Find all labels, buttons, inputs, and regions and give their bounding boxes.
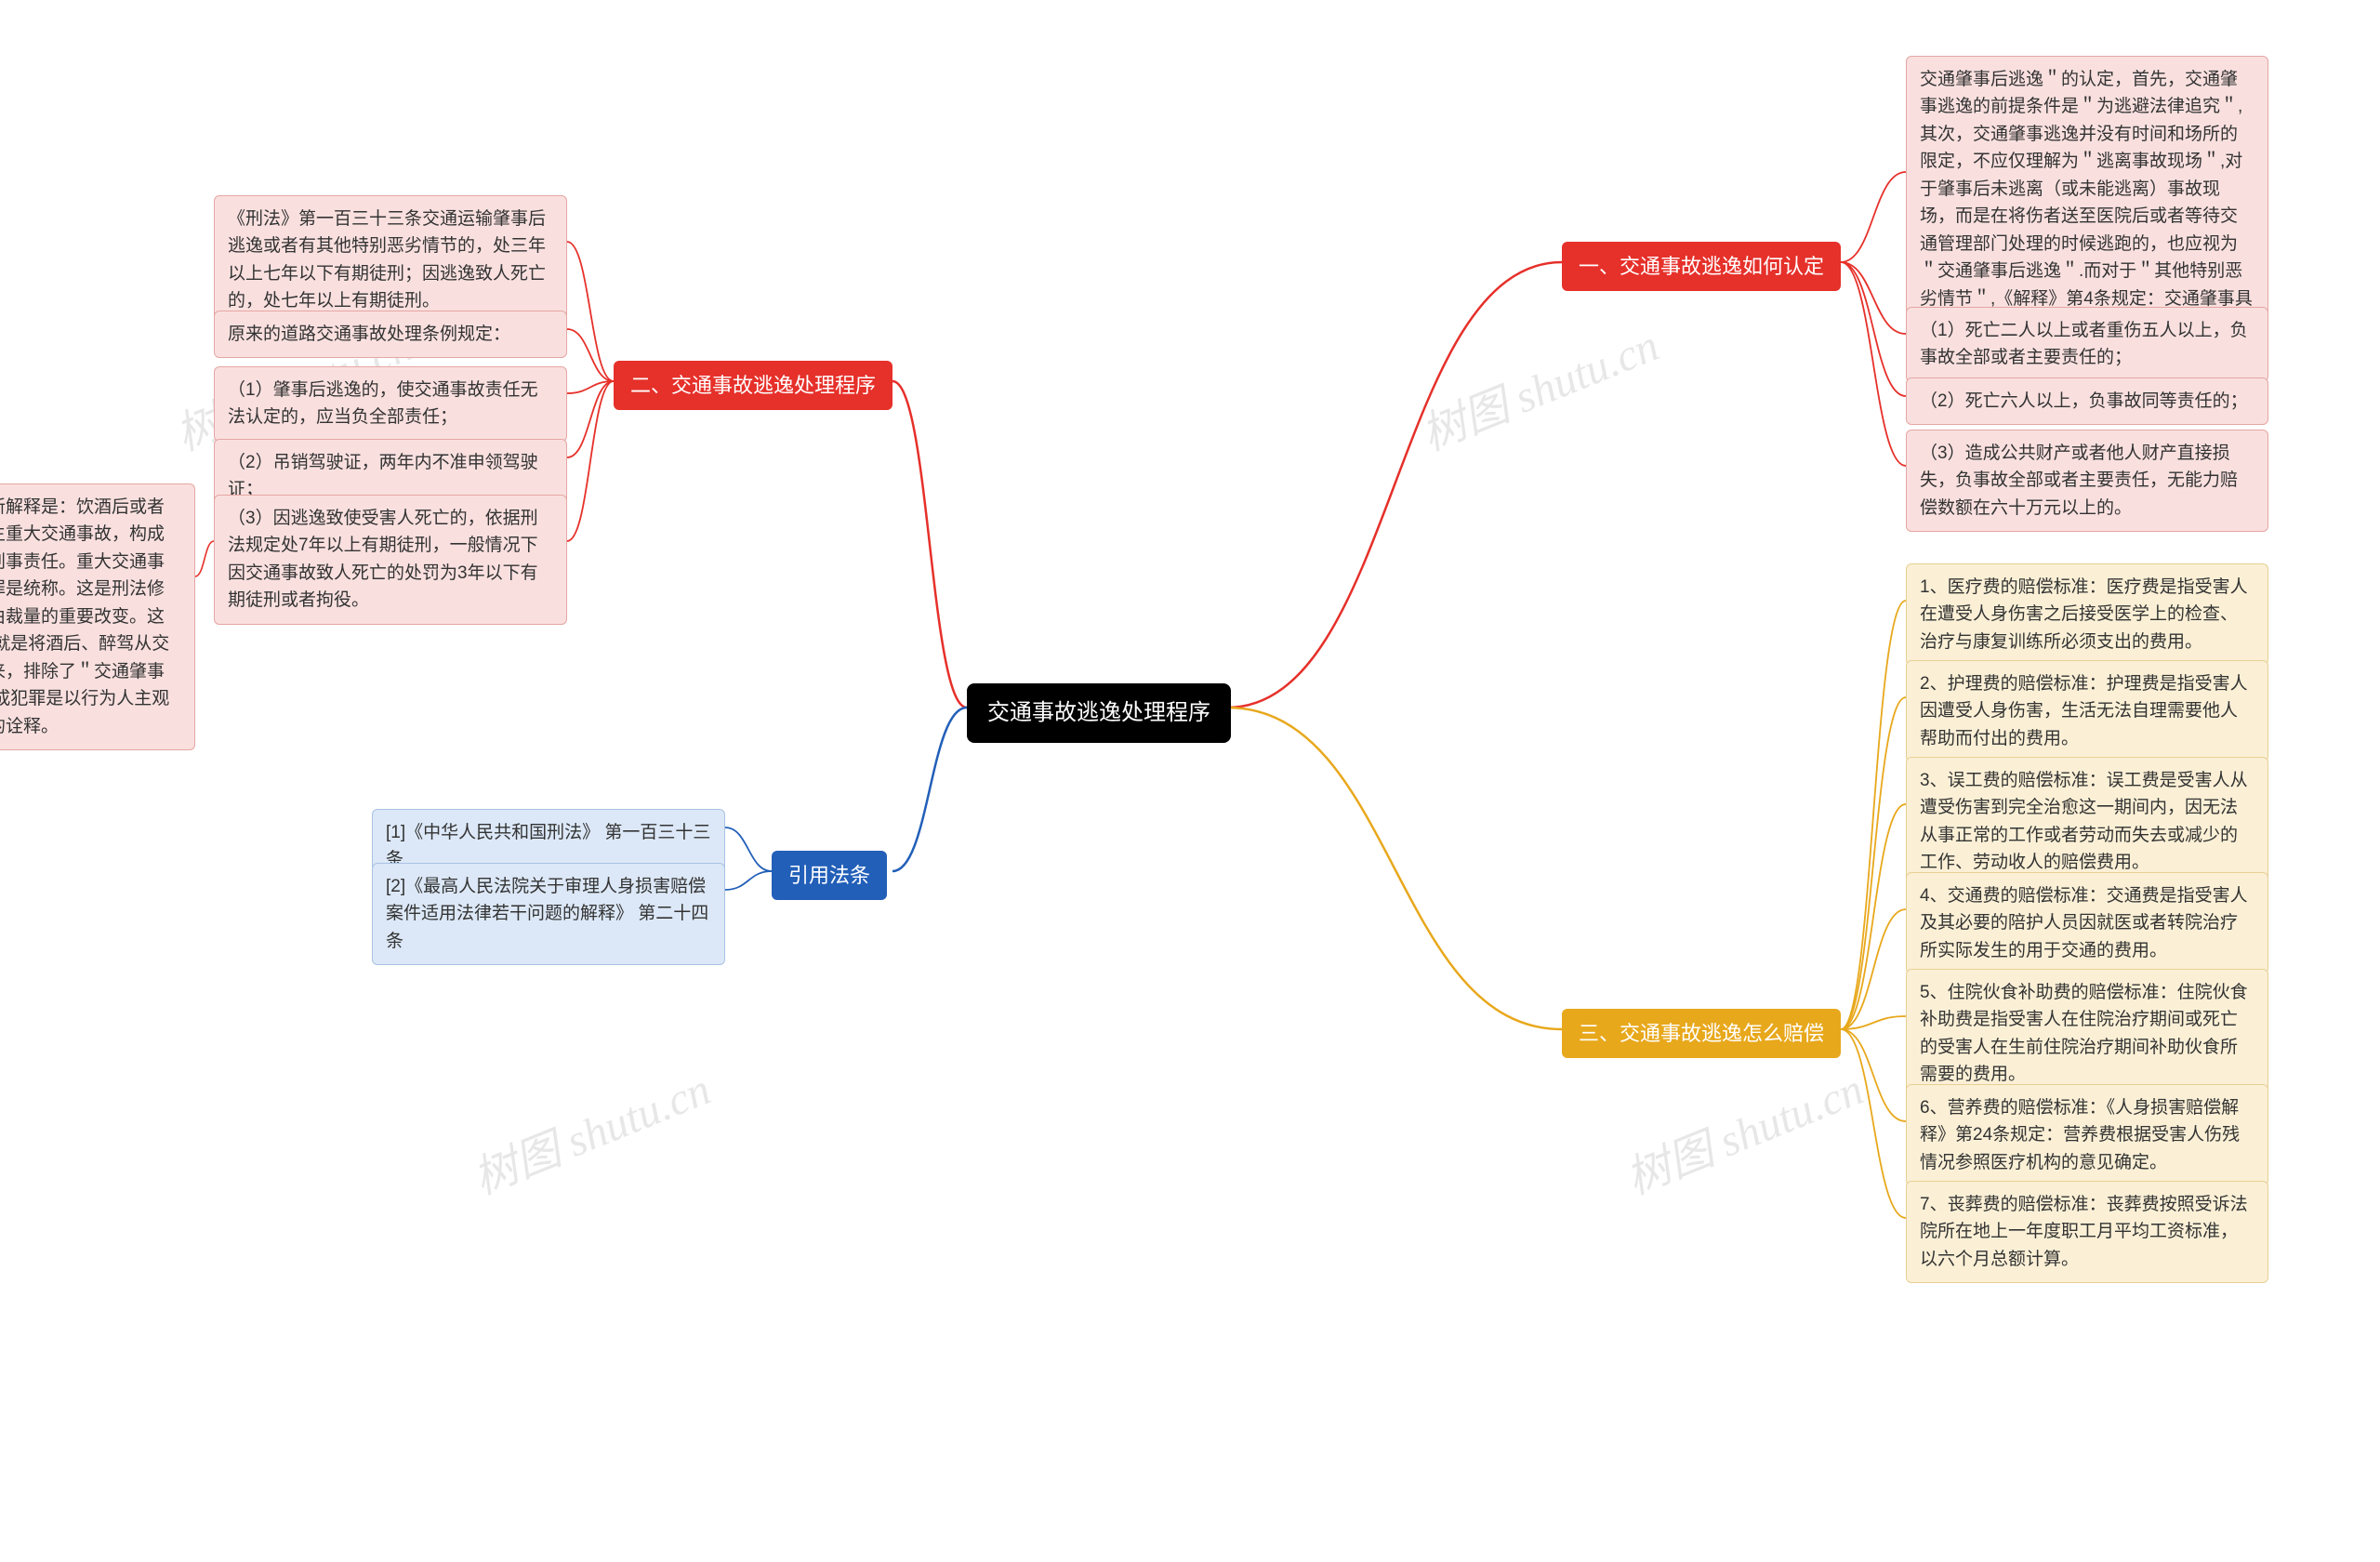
branch-node[interactable]: 二、交通事故逃逸处理程序 [614,361,892,410]
watermark: 树图 shutu.cn [1410,309,1667,463]
leaf-node[interactable]: [2]《最高人民法院关于审理人身损害赔偿案件适用法律若干问题的解释》 第二十四条 [372,863,725,965]
center-node[interactable]: 交通事故逃逸处理程序 [967,683,1231,743]
leaf-node[interactable]: （2）死亡六人以上，负事故同等责任的； [1906,377,2268,425]
leaf-node[interactable]: 《刑法》第一百三十三条交通运输肇事后逃逸或者有其他特别恶劣情节的，处三年以上七年… [214,195,567,325]
branch-node[interactable]: 一、交通事故逃逸如何认定 [1562,242,1841,291]
leaf-node[interactable]: （3）因逃逸致使受害人死亡的，依据刑法规定处7年以上有期徒刑，一般情况下因交通事… [214,495,567,625]
branch-node[interactable]: 引用法条 [772,851,887,900]
leaf-node[interactable]: 5、住院伙食补助费的赔偿标准：住院伙食补助费是指受害人在住院治疗期间或死亡的受害… [1906,969,2268,1099]
leaf-node[interactable]: （1）死亡二人以上或者重伤五人以上，负事故全部或者主要责任的； [1906,307,2268,382]
leaf-node[interactable]: 7、丧葬费的赔偿标准：丧葬费按照受诉法院所在地上一年度职工月平均工资标准，以六个… [1906,1181,2268,1283]
leaf-node[interactable]: 关于酒后驾车的最新解释是：饮酒后或者醉酒驾驶机动车发生重大交通事故，构成犯罪的，… [0,483,195,750]
branch-node[interactable]: 三、交通事故逃逸怎么赔偿 [1562,1009,1841,1058]
leaf-node[interactable]: （1）肇事后逃逸的，使交通事故责任无法认定的，应当负全部责任； [214,366,567,442]
watermark: 树图 shutu.cn [462,1052,719,1207]
leaf-node[interactable]: 1、医疗费的赔偿标准：医疗费是指受害人在遭受人身伤害之后接受医学上的检查、治疗与… [1906,563,2268,666]
leaf-node[interactable]: （3）造成公共财产或者他人财产直接损失，负事故全部或者主要责任，无能力赔偿数额在… [1906,430,2268,532]
leaf-node[interactable]: 2、护理费的赔偿标准：护理费是指受害人因遭受人身伤害，生活无法自理需要他人帮助而… [1906,660,2268,762]
watermark: 树图 shutu.cn [1615,1052,1871,1207]
leaf-node[interactable]: 3、误工费的赔偿标准：误工费是受害人从遭受伤害到完全治愈这一期间内，因无法从事正… [1906,757,2268,887]
leaf-node[interactable]: 4、交通费的赔偿标准：交通费是指受害人及其必要的陪护人员因就医或者转院治疗所实际… [1906,872,2268,974]
leaf-node[interactable]: 原来的道路交通事故处理条例规定： [214,311,567,358]
mindmap-canvas: 交通事故逃逸处理程序 树图 shutu.cn 树图 shutu.cn 树图 shut… [0,0,2380,1562]
leaf-node[interactable]: 6、营养费的赔偿标准：《人身损害赔偿解释》第24条规定：营养费根据受害人伤残情况… [1906,1084,2268,1186]
